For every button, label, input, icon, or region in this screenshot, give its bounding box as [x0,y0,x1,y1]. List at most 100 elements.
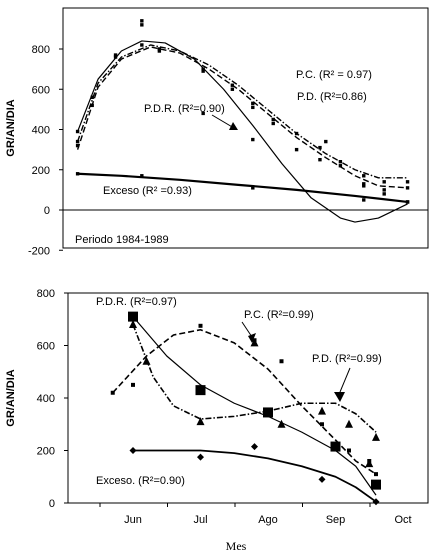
bottom-plot-frame [67,292,429,504]
top-point-pd [75,143,80,148]
top-point-pd [318,157,322,162]
top-point-pc [75,139,80,144]
top-point-pdr [362,184,366,188]
bottom-point-pdr [128,311,138,322]
top-point-pd [201,69,205,73]
bottom-point-exceso [251,443,258,451]
top-point-pd [362,182,366,186]
bottom-point-pd [198,323,203,328]
bottom-point-pdr [330,441,341,452]
top-point-pd [90,103,94,108]
top-label-pdr: P.D.R. (R²=0.90) [144,103,225,115]
top-point-pc [271,117,275,122]
bottom-arrowhead-pc [248,333,256,343]
bottom-point-pdr [195,385,206,396]
top-label-pd: P.D. (R²=0.86) [297,91,367,103]
top-point-pd [382,188,386,192]
bottom-point-pd [347,448,351,453]
bottom-label-pd: P.D. (R²=0.99) [312,353,382,365]
top-point-pd [405,186,410,190]
bottom-xlabel: Mes [226,539,247,553]
bottom-point-pc [318,406,326,415]
bottom-point-exceso [372,498,380,506]
bottom-point-pc [142,356,151,365]
bottom-xtick-label: Jul [193,514,207,526]
top-annotation-periodo: Periodo 1984-1989 [75,234,169,246]
bottom-arrow-pc [241,321,253,338]
bottom-arrow-pd [339,367,351,393]
top-point-exceso [75,172,80,176]
top-point-pd [230,83,235,87]
bottom-ytick-label: 0 [49,498,55,510]
top-arrowhead-pdr [229,122,238,130]
top-point-pc [201,67,205,71]
bottom-ytick-label: 600 [37,341,55,353]
bottom-point-pc [196,417,205,426]
top-point-pd [251,137,255,142]
bottom-point-pd [252,338,257,343]
bottom-point-pc [129,320,137,328]
bottom-point-pdr [371,479,381,490]
bottom-point-exceso [197,453,204,461]
top-plot-frame [62,7,429,249]
bottom-label-exceso: Exceso. (R²=0.90) [96,475,185,487]
top-label-exceso: Exceso (R² =0.93) [103,185,192,197]
bottom-point-pdr [263,407,273,418]
bottom-xtick-label: Ago [258,514,278,526]
top-point-pc [230,87,235,91]
top-point-pc [294,131,299,136]
bottom-point-pd [320,422,324,427]
bottom-point-exceso [129,447,137,454]
bottom-ytick-label: 200 [37,446,55,458]
top-ylabel: GR/AN/DIA [5,99,17,157]
top-point-pc [338,160,343,164]
top-point-pc [140,43,144,47]
top-point-pc [157,47,162,51]
bottom-arrowhead-pd [334,392,345,402]
bottom-point-pc [277,419,286,428]
top-fit-line-pc [76,44,408,179]
bottom-point-pd [367,459,372,463]
top-point-pdr [251,105,255,110]
top-point-pdr [324,139,328,144]
bottom-ytick-label: 400 [37,393,55,405]
bottom-ytick-label: 800 [37,288,55,300]
top-point-pd [271,121,275,126]
bottom-point-pd [110,390,115,395]
top-fit-line-exceso [77,172,408,204]
top-point-pdr [201,111,205,116]
top-point-pc [113,53,118,57]
bottom-ylabel: GR/AN/DIA [5,369,17,427]
bottom-fit-line-exceso [133,449,377,503]
top-point-pdr [382,192,386,196]
top-ytick-label: 0 [44,205,50,217]
top-fit-line-pd [76,46,408,189]
top-label-pc: P.C. (R² = 0.97) [296,69,372,81]
top-point-pc [405,180,410,184]
bottom-fit-line-pc [132,324,377,433]
bottom-xtick-label: Jun [124,514,142,526]
top-arrow-pdr [211,114,235,129]
bottom-xtick-label: Oct [394,514,411,526]
top-point-exceso [140,174,144,178]
bottom-point-pd [279,359,284,364]
bottom-point-exceso [318,475,326,483]
bottom-point-pd [131,382,135,387]
bottom-point-pc [250,338,259,347]
chart-top: -200 0 200 400 600 800 GR/AN/DIA P.C. (R² = 0… [5,7,429,257]
bottom-point-pc [345,419,353,428]
top-point-pc [318,145,322,150]
bottom-point-pd [374,472,378,477]
top-ytick-label: -200 [28,245,50,257]
bottom-label-pc: P.C. (R²=0.99) [244,309,314,321]
top-point-pd [157,49,162,53]
top-point-pd [338,164,343,168]
bottom-label-pdr: P.D.R. (R²=0.97) [96,296,177,308]
top-point-pdr [75,129,80,134]
bottom-point-pc [365,459,374,468]
bottom-point-pc [372,432,380,441]
top-fit-line-pdr [77,40,408,223]
top-point-pd [294,147,299,152]
